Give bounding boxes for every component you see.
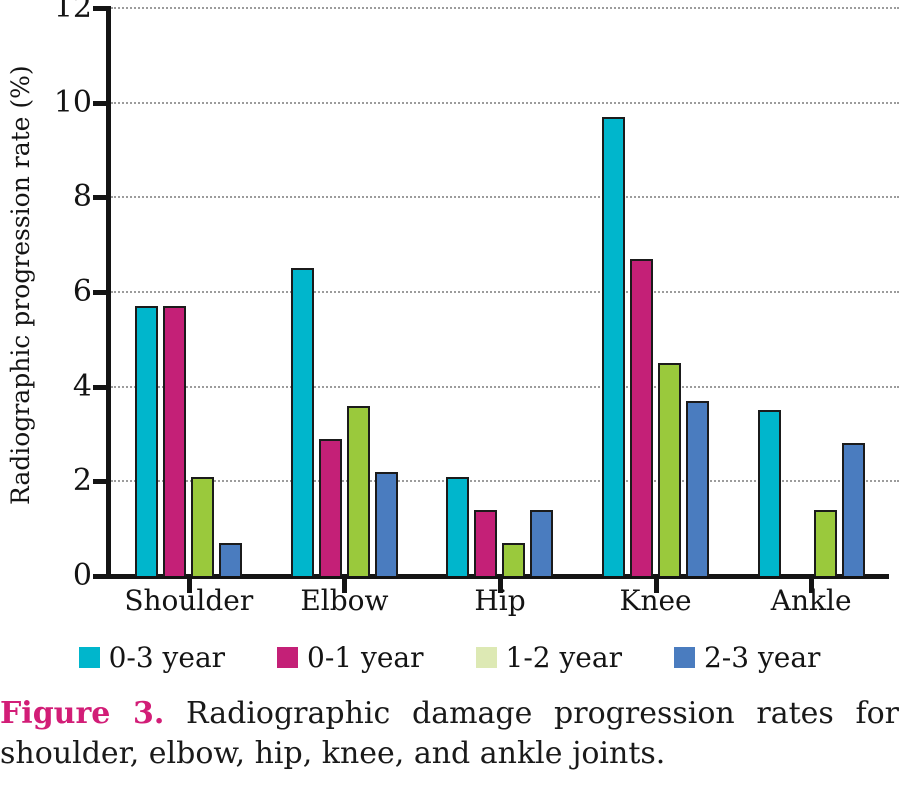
y-axis-tick	[93, 290, 108, 295]
legend-swatch	[78, 647, 100, 668]
x-axis-label: Knee	[619, 584, 692, 617]
bar-group-elbow	[267, 8, 423, 593]
legend: 0-3 year 0-1 year 1-2 year 2-3 year	[0, 641, 899, 674]
y-axis-tick	[93, 195, 108, 201]
y-tick-label: 0	[72, 558, 92, 593]
x-axis-label: Ankle	[770, 584, 852, 617]
y-tick-label: 4	[72, 368, 92, 404]
x-axis-labels: Shoulder Elbow Hip Knee Ankle	[111, 584, 889, 617]
legend-swatch	[277, 647, 299, 668]
bar	[446, 476, 470, 576]
legend-label: 0-1 year	[307, 641, 424, 674]
gridline	[111, 480, 899, 483]
legend-item: 0-3 year	[78, 641, 226, 674]
y-tick-label: 12	[53, 0, 92, 25]
legend-label: 0-3 year	[108, 641, 226, 674]
caption-text-2: shoulder, elbow, hip, knee, and ankle jo…	[0, 736, 666, 771]
legend-label: 2-3 year	[703, 641, 821, 674]
x-axis-tick	[497, 579, 503, 593]
bar	[502, 542, 526, 576]
x-axis-tick	[809, 579, 815, 593]
x-axis-tick	[186, 579, 192, 593]
bar-chart: Radiographic progression rate (%) Should…	[6, 0, 899, 617]
x-axis-line	[93, 574, 889, 579]
y-axis-tick	[93, 479, 108, 485]
bar	[163, 306, 187, 576]
bar	[318, 438, 342, 576]
gridline	[111, 7, 899, 9]
gridline	[111, 385, 899, 388]
legend-swatch	[673, 647, 695, 668]
bar	[813, 509, 837, 576]
bar	[686, 400, 710, 576]
y-tick-label: 10	[53, 84, 92, 120]
legend-swatch	[475, 647, 497, 668]
bar	[530, 509, 554, 576]
caption-figure-label: Figure 3.	[0, 696, 165, 731]
bar	[757, 410, 781, 576]
bar	[474, 509, 498, 576]
y-axis-line	[106, 6, 111, 579]
x-axis-tick	[342, 579, 348, 593]
bar	[135, 306, 159, 576]
bar	[602, 116, 626, 576]
bar-group-hip	[422, 8, 578, 593]
x-axis-tick	[653, 579, 659, 593]
bars-layer	[111, 8, 889, 593]
bar-group-knee	[578, 8, 734, 593]
bar	[841, 443, 865, 576]
bar	[374, 471, 398, 576]
bar	[346, 405, 370, 576]
x-axis-label: Shoulder	[124, 584, 254, 617]
legend-item: 1-2 year	[475, 641, 622, 674]
x-axis-label: Elbow	[300, 584, 389, 617]
bar	[191, 476, 215, 576]
gridlines-layer	[111, 7, 899, 576]
gridline	[111, 101, 899, 104]
y-axis-tick	[93, 6, 108, 11]
y-axis-tick	[93, 384, 108, 390]
legend-item: 2-3 year	[673, 641, 821, 674]
gridline	[111, 291, 899, 293]
bar	[630, 258, 654, 576]
y-tick-label: 6	[72, 274, 92, 309]
y-tick-label: 8	[72, 179, 92, 215]
y-axis-tick	[93, 100, 108, 106]
legend-label: 1-2 year	[505, 641, 622, 674]
x-axis-label: Hip	[474, 584, 526, 617]
gridline	[111, 196, 899, 199]
bar-group-shoulder	[111, 8, 267, 593]
figure-caption: Figure 3. Radiographic damage progressio…	[0, 694, 899, 774]
bar-group-ankle	[733, 8, 889, 593]
bar	[219, 542, 243, 576]
y-tick-label: 2	[72, 463, 92, 499]
bar	[290, 268, 314, 576]
caption-text-1: Radiographic damage progression rates fo…	[185, 696, 899, 731]
bar	[658, 363, 682, 576]
caption-line-1: Figure 3. Radiographic damage progressio…	[0, 694, 899, 734]
legend-item: 0-1 year	[277, 641, 424, 674]
